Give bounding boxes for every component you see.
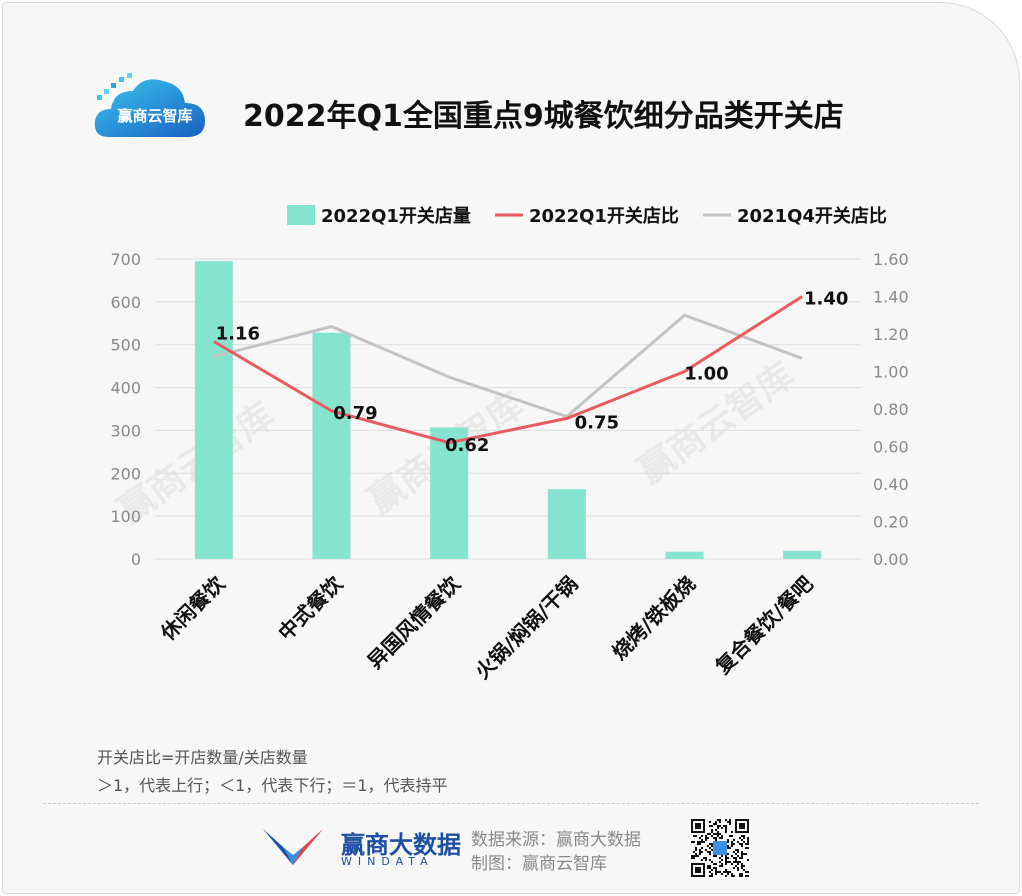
x-category-label-2: 异国风情餐饮 [363, 571, 466, 674]
data-label-2022q1-4: 1.00 [684, 364, 728, 385]
series-line-2022q1 [213, 295, 803, 445]
bar-0 [194, 261, 233, 559]
data-source: 数据来源：赢商大数据 [471, 830, 641, 850]
y-right-tick-label: 0.60 [873, 438, 909, 457]
data-label-2022q1-5: 1.40 [804, 289, 848, 310]
y-left-tick-label: 700 [110, 250, 141, 269]
y-left-tick-label: 300 [110, 421, 141, 440]
y-right-tick-label: 1.40 [873, 288, 909, 307]
bar-4 [665, 551, 704, 559]
note-meaning: ＞1，代表上行；＜1，代表下行；＝1，代表持平 [97, 776, 448, 795]
x-category-label-1: 中式餐饮 [273, 571, 347, 645]
y-right-tick-label: 0.00 [873, 550, 909, 569]
legend: 2022Q1开关店量 2022Q1开关店比 2021Q4开关店比 [287, 205, 887, 227]
bar-5 [783, 550, 822, 559]
y-left-tick-label: 100 [110, 507, 141, 526]
y-right-tick-label: 1.60 [873, 250, 909, 269]
y-left-tick-label: 0 [131, 550, 141, 569]
y-right-tick-label: 1.00 [873, 363, 909, 382]
y-left-tick-label: 500 [110, 336, 141, 355]
cloud-logo-icon: 赢商云智库 [94, 73, 205, 137]
bar-2 [430, 427, 469, 559]
chart-title: 2022年Q1全国重点9城餐饮细分品类开关店 [243, 99, 844, 134]
legend-swatch-bar [287, 205, 315, 225]
series-line-2021q4 [213, 313, 803, 419]
y-right-tick-label: 0.80 [873, 400, 909, 419]
data-label-2022q1-1: 0.79 [333, 403, 377, 424]
x-category-label-4: 烧烤/铁板烧 [607, 572, 700, 665]
logo-text: 赢商云智库 [117, 107, 192, 125]
data-label-2022q1-2: 0.62 [445, 435, 489, 456]
y-right-tick-label: 1.20 [873, 325, 909, 344]
x-category-label-5: 复合餐饮/餐吧 [710, 572, 818, 680]
y-left-tick-label: 200 [110, 464, 141, 483]
y-left-tick-label: 400 [110, 379, 141, 398]
chart-area: 赢商云智库赢商云智库赢商云智库01002003004005006007000.0… [110, 205, 909, 684]
brand-name: 赢商大数据 [341, 831, 461, 859]
brand-name-en: WINDATA [341, 855, 434, 868]
data-label-2022q1-0: 1.16 [216, 324, 260, 345]
legend-label-line-2021: 2021Q4开关店比 [737, 205, 887, 227]
y-right-tick-label: 0.40 [873, 475, 909, 494]
x-category-label-0: 休闲餐饮 [155, 571, 230, 646]
bar-3 [547, 489, 586, 559]
note-formula: 开关店比=开店数量/关店数量 [97, 748, 308, 767]
qr-code-icon [689, 817, 751, 879]
y-right-tick-label: 0.20 [873, 513, 909, 532]
bar-1 [312, 332, 351, 559]
footer-divider [43, 803, 979, 804]
y-left-tick-label: 600 [110, 293, 141, 312]
legend-label-line-2022: 2022Q1开关店比 [529, 205, 679, 227]
x-category-label-3: 火锅/焖锅/干锅 [470, 572, 582, 684]
data-label-2022q1-3: 0.75 [575, 412, 619, 433]
legend-label-bar: 2022Q1开关店量 [321, 205, 471, 227]
chart-maker: 制图：赢商云智库 [471, 854, 607, 874]
windata-logo-icon [263, 829, 323, 865]
